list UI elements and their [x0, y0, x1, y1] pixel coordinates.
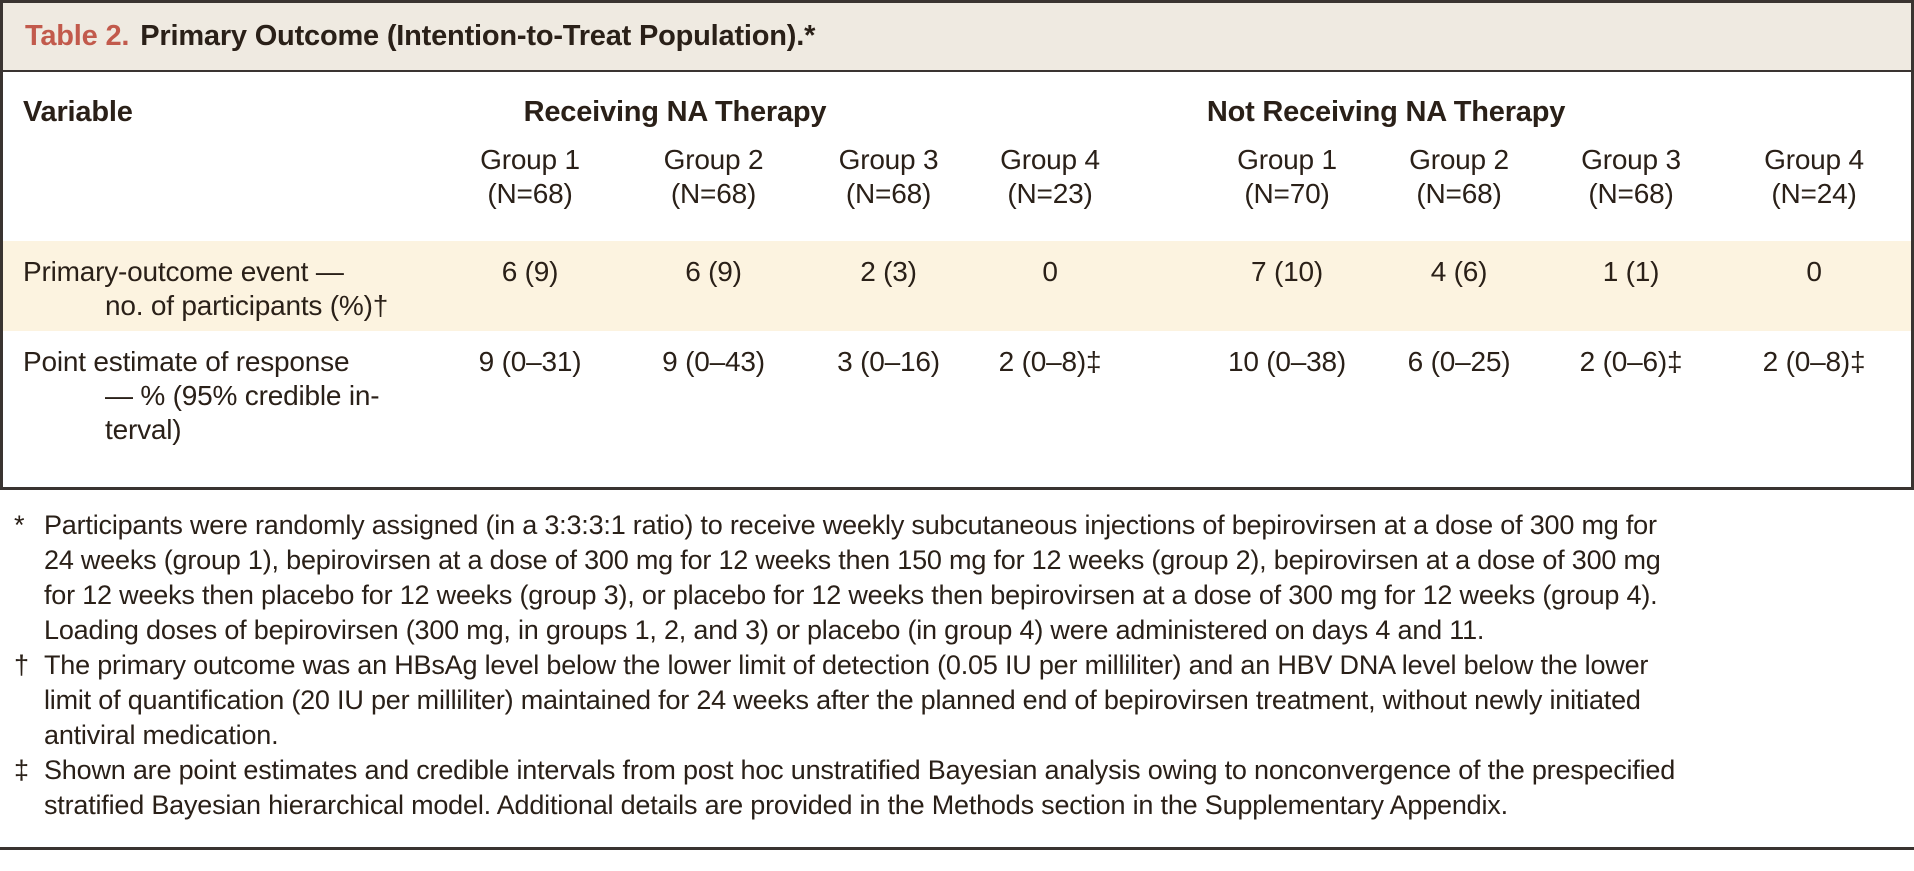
group-name: Group 3 — [1581, 144, 1681, 175]
table-title-text: Primary Outcome (Intention-to-Treat Popu… — [140, 20, 816, 52]
footnote-text: Participants were randomly assigned (in … — [44, 508, 1906, 648]
group-header: Group 3 (N=68) — [1545, 129, 1717, 241]
group-n: (N=24) — [1771, 178, 1857, 209]
group-name: Group 4 — [1000, 144, 1100, 175]
value-cell: 7 (10) — [1251, 256, 1323, 287]
table-title-bar: Table 2. Primary Outcome (Intention-to-T… — [3, 3, 1911, 72]
table-number-label: Table 2. — [25, 20, 130, 52]
value-cell: 9 (0–31) — [478, 346, 582, 377]
group-n: (N=68) — [670, 178, 757, 209]
table-row-primary-outcome: Primary-outcome event — no. of participa… — [3, 241, 1911, 331]
value-cell: 0 — [1806, 256, 1822, 287]
table-row-point-estimate: Point estimate of response — % (95% cred… — [3, 331, 1911, 487]
value-cell: 0 — [1042, 256, 1058, 287]
group-n: (N=68) — [1588, 178, 1674, 209]
span-header-row: Variable Receiving NA Therapy Not Receiv… — [3, 72, 1911, 129]
footnote-symbol: † — [14, 650, 29, 680]
footnote-symbol: * — [14, 510, 25, 540]
value-cell: 2 (3) — [860, 256, 917, 287]
value-cell: 2 (0–6)‡ — [1579, 346, 1683, 377]
footnote-line: Shown are point estimates and credible i… — [44, 755, 1676, 785]
spacer-cell — [1128, 129, 1201, 241]
footnote-dagger: † The primary outcome was an HBsAg level… — [14, 648, 1906, 753]
bottom-rule — [0, 847, 1914, 850]
span-header-receiving: Receiving NA Therapy — [438, 72, 1128, 129]
spacer-cell — [3, 129, 438, 241]
value-cell: 9 (0–43) — [662, 346, 765, 377]
value-cell: 2 (0–8)‡ — [998, 346, 1102, 377]
group-name: Group 1 — [480, 144, 580, 175]
spacer-cell — [1128, 331, 1201, 487]
group-n: (N=68) — [845, 178, 932, 209]
footnote-double-dagger: ‡ Shown are point estimates and credible… — [14, 753, 1906, 823]
primary-outcome-table: Variable Receiving NA Therapy Not Receiv… — [3, 72, 1911, 487]
group-n: (N=68) — [1416, 178, 1502, 209]
row-label-line: Primary-outcome event — — [23, 256, 344, 287]
footnotes: * Participants were randomly assigned (i… — [0, 490, 1914, 823]
group-name: Group 2 — [1409, 144, 1509, 175]
span-header-not-receiving-label: Not Receiving NA Therapy — [1206, 96, 1566, 128]
value-cell: 6 (9) — [685, 256, 742, 287]
group-header: Group 2 (N=68) — [1373, 129, 1545, 241]
group-header: Group 1 (N=70) — [1201, 129, 1373, 241]
span-header-receiving-label: Receiving NA Therapy — [523, 96, 827, 128]
footnote-line: stratified Bayesian hierarchical model. … — [44, 790, 1508, 820]
footnote-line: limit of quantification (20 IU per milli… — [44, 685, 1641, 715]
row-label-line: terval) — [105, 414, 182, 445]
row-label-line: — % (95% credible in- — [105, 380, 380, 411]
value-cell: 4 (6) — [1430, 256, 1488, 287]
value-cell: 10 (0–38) — [1227, 346, 1347, 377]
row-label: Point estimate of response — % (95% cred… — [3, 331, 438, 487]
group-name: Group 3 — [838, 144, 939, 175]
group-n: (N=68) — [487, 178, 573, 209]
value-cell: 6 (9) — [501, 256, 559, 287]
group-header: Group 2 (N=68) — [622, 129, 805, 241]
group-n: (N=70) — [1244, 178, 1330, 209]
value-cell: 3 (0–16) — [837, 346, 940, 377]
group-header: Group 3 (N=68) — [805, 129, 972, 241]
row-label-line: Point estimate of response — [23, 346, 350, 377]
column-header-variable: Variable — [23, 96, 133, 128]
group-name: Group 1 — [1237, 144, 1337, 175]
group-name: Group 2 — [663, 144, 764, 175]
value-cell: 2 (0–8)‡ — [1762, 346, 1866, 377]
group-header: Group 1 (N=68) — [438, 129, 622, 241]
group-name: Group 4 — [1764, 144, 1864, 175]
group-header-row: Group 1 (N=68) Group 2 (N=68) Group 3 (N… — [3, 129, 1911, 241]
footnote-text: The primary outcome was an HBsAg level b… — [44, 648, 1906, 753]
footnote-line: for 12 weeks then placebo for 12 weeks (… — [44, 580, 1658, 610]
span-header-not-receiving: Not Receiving NA Therapy — [1201, 72, 1911, 129]
footnote-text: Shown are point estimates and credible i… — [44, 753, 1906, 823]
footnote-symbol: ‡ — [14, 755, 29, 785]
spacer-cell — [1128, 241, 1201, 331]
footnote-asterisk: * Participants were randomly assigned (i… — [14, 508, 1906, 648]
footnote-line: 24 weeks (group 1), bepirovirsen at a do… — [44, 545, 1661, 575]
footnote-line: Participants were randomly assigned (in … — [44, 510, 1657, 540]
table2-box: Table 2. Primary Outcome (Intention-to-T… — [0, 0, 1914, 490]
group-header: Group 4 (N=23) — [972, 129, 1128, 241]
group-n: (N=23) — [1007, 178, 1093, 209]
footnote-line: Loading doses of bepirovirsen (300 mg, i… — [44, 615, 1485, 645]
value-cell: 1 (1) — [1602, 256, 1660, 287]
value-cell: 6 (0–25) — [1407, 346, 1511, 377]
footnote-line: The primary outcome was an HBsAg level b… — [44, 650, 1649, 680]
group-header: Group 4 (N=24) — [1717, 129, 1911, 241]
row-label-line: no. of participants (%)† — [105, 290, 389, 321]
footnote-line: antiviral medication. — [44, 720, 279, 750]
row-label: Primary-outcome event — no. of participa… — [3, 241, 438, 331]
